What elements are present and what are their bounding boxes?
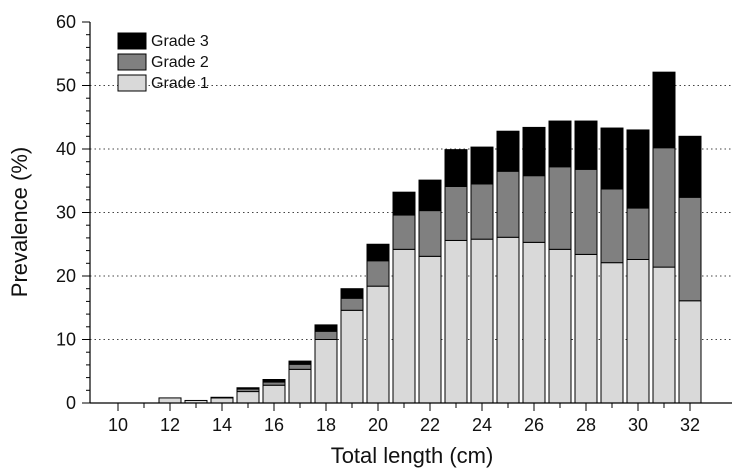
y-tick-label-30: 30	[56, 203, 76, 223]
x-tick-label-24: 24	[472, 415, 492, 435]
bar-grade-2-24	[470, 183, 494, 240]
bar-grade-1-18	[314, 339, 338, 404]
bar-grade-3-24	[470, 146, 494, 185]
bar-grade-2-19	[340, 297, 364, 311]
bar-grade-3-25	[496, 130, 520, 172]
bar-grade-2-22	[418, 210, 442, 257]
bar-grade-3-31	[652, 71, 676, 149]
y-axis-title: Prevalence (%)	[7, 147, 32, 297]
bar-grade-2-30	[626, 207, 650, 260]
bar-grade-1-24	[470, 238, 494, 404]
bar-grade-3-30	[626, 129, 650, 209]
bar-grade-3-32	[678, 135, 702, 198]
bar-grade-2-32	[678, 196, 702, 302]
bar-grade-3-26	[522, 126, 546, 177]
bar-grade-1-15	[236, 391, 260, 404]
bar-grade-1-21	[392, 248, 416, 404]
bar-grade-3-28	[574, 120, 598, 170]
y-tick-label-10: 10	[56, 330, 76, 350]
bar-grade-1-14	[210, 397, 234, 404]
bar-grade-2-28	[574, 168, 598, 255]
bar-grade-3-27	[548, 120, 572, 168]
bar-grade-2-17	[288, 363, 312, 370]
bar-grade-2-20	[366, 260, 390, 287]
bar-grade-1-31	[652, 266, 676, 404]
x-tick-label-12: 12	[160, 415, 180, 435]
legend-swatch-grade-3	[117, 32, 147, 50]
bar-grade-2-26	[522, 175, 546, 243]
bar-grade-1-12	[158, 397, 182, 404]
bar-grade-1-29	[600, 262, 624, 404]
bar-grade-3-20	[366, 243, 390, 262]
bar-grade-1-20	[366, 285, 390, 404]
legend: Grade 3 Grade 2 Grade 1	[117, 32, 209, 92]
bar-grade-2-18	[314, 330, 338, 340]
bar-grade-1-17	[288, 368, 312, 404]
bar-grade-1-26	[522, 241, 546, 404]
bar-grade-1-23	[444, 239, 468, 404]
x-tick-label-14: 14	[212, 415, 232, 435]
y-tick-label-50: 50	[56, 76, 76, 96]
bar-grade-3-23	[444, 149, 468, 187]
y-tick-label-40: 40	[56, 139, 76, 159]
x-ticks: 10 12 14 16 18 20 22 24 26 28 30 32	[108, 403, 700, 435]
bar-grade-2-27	[548, 166, 572, 250]
bar-grade-2-23	[444, 185, 468, 241]
bar-grade-3-29	[600, 127, 624, 190]
bars	[158, 71, 702, 404]
bar-grade-3-15	[236, 387, 260, 390]
x-tick-label-16: 16	[264, 415, 284, 435]
bar-grade-3-16	[262, 379, 286, 383]
bar-grade-1-22	[418, 255, 442, 404]
x-tick-label-30: 30	[628, 415, 648, 435]
legend-swatch-grade-2	[117, 53, 147, 71]
bar-grade-1-27	[548, 248, 572, 404]
x-tick-label-32: 32	[680, 415, 700, 435]
bar-grade-3-21	[392, 191, 416, 216]
bar-grade-2-29	[600, 188, 624, 264]
legend-swatch-grade-1	[117, 74, 147, 92]
x-tick-label-20: 20	[368, 415, 388, 435]
bar-grade-2-25	[496, 170, 520, 238]
bar-grade-1-16	[262, 384, 286, 404]
bar-grade-2-21	[392, 214, 416, 250]
bar-grade-3-19	[340, 288, 364, 299]
y-ticks: 0 10 20 30 40 50 60	[56, 12, 90, 413]
y-tick-label-20: 20	[56, 266, 76, 286]
bar-grade-3-22	[418, 179, 442, 212]
x-axis-title: Total length (cm)	[331, 443, 494, 468]
bar-grade-2-14	[210, 396, 234, 399]
bar-grade-1-19	[340, 309, 364, 404]
y-tick-label-0: 0	[66, 393, 76, 413]
bar-grade-3-18	[314, 324, 338, 332]
x-tick-label-28: 28	[576, 415, 596, 435]
bar-grade-1-30	[626, 258, 650, 404]
x-tick-label-26: 26	[524, 415, 544, 435]
bar-grade-1-28	[574, 253, 598, 404]
x-tick-label-22: 22	[420, 415, 440, 435]
y-tick-label-60: 60	[56, 12, 76, 32]
x-tick-label-10: 10	[108, 415, 128, 435]
x-tick-label-18: 18	[316, 415, 336, 435]
bar-grade-1-32	[678, 300, 702, 404]
legend-label-grade-3: Grade 3	[151, 33, 209, 50]
bar-grade-3-17	[288, 360, 312, 365]
legend-label-grade-2: Grade 2	[151, 54, 209, 71]
bar-grade-1-25	[496, 236, 520, 404]
legend-label-grade-1: Grade 1	[151, 75, 209, 92]
bar-grade-2-31	[652, 147, 676, 268]
